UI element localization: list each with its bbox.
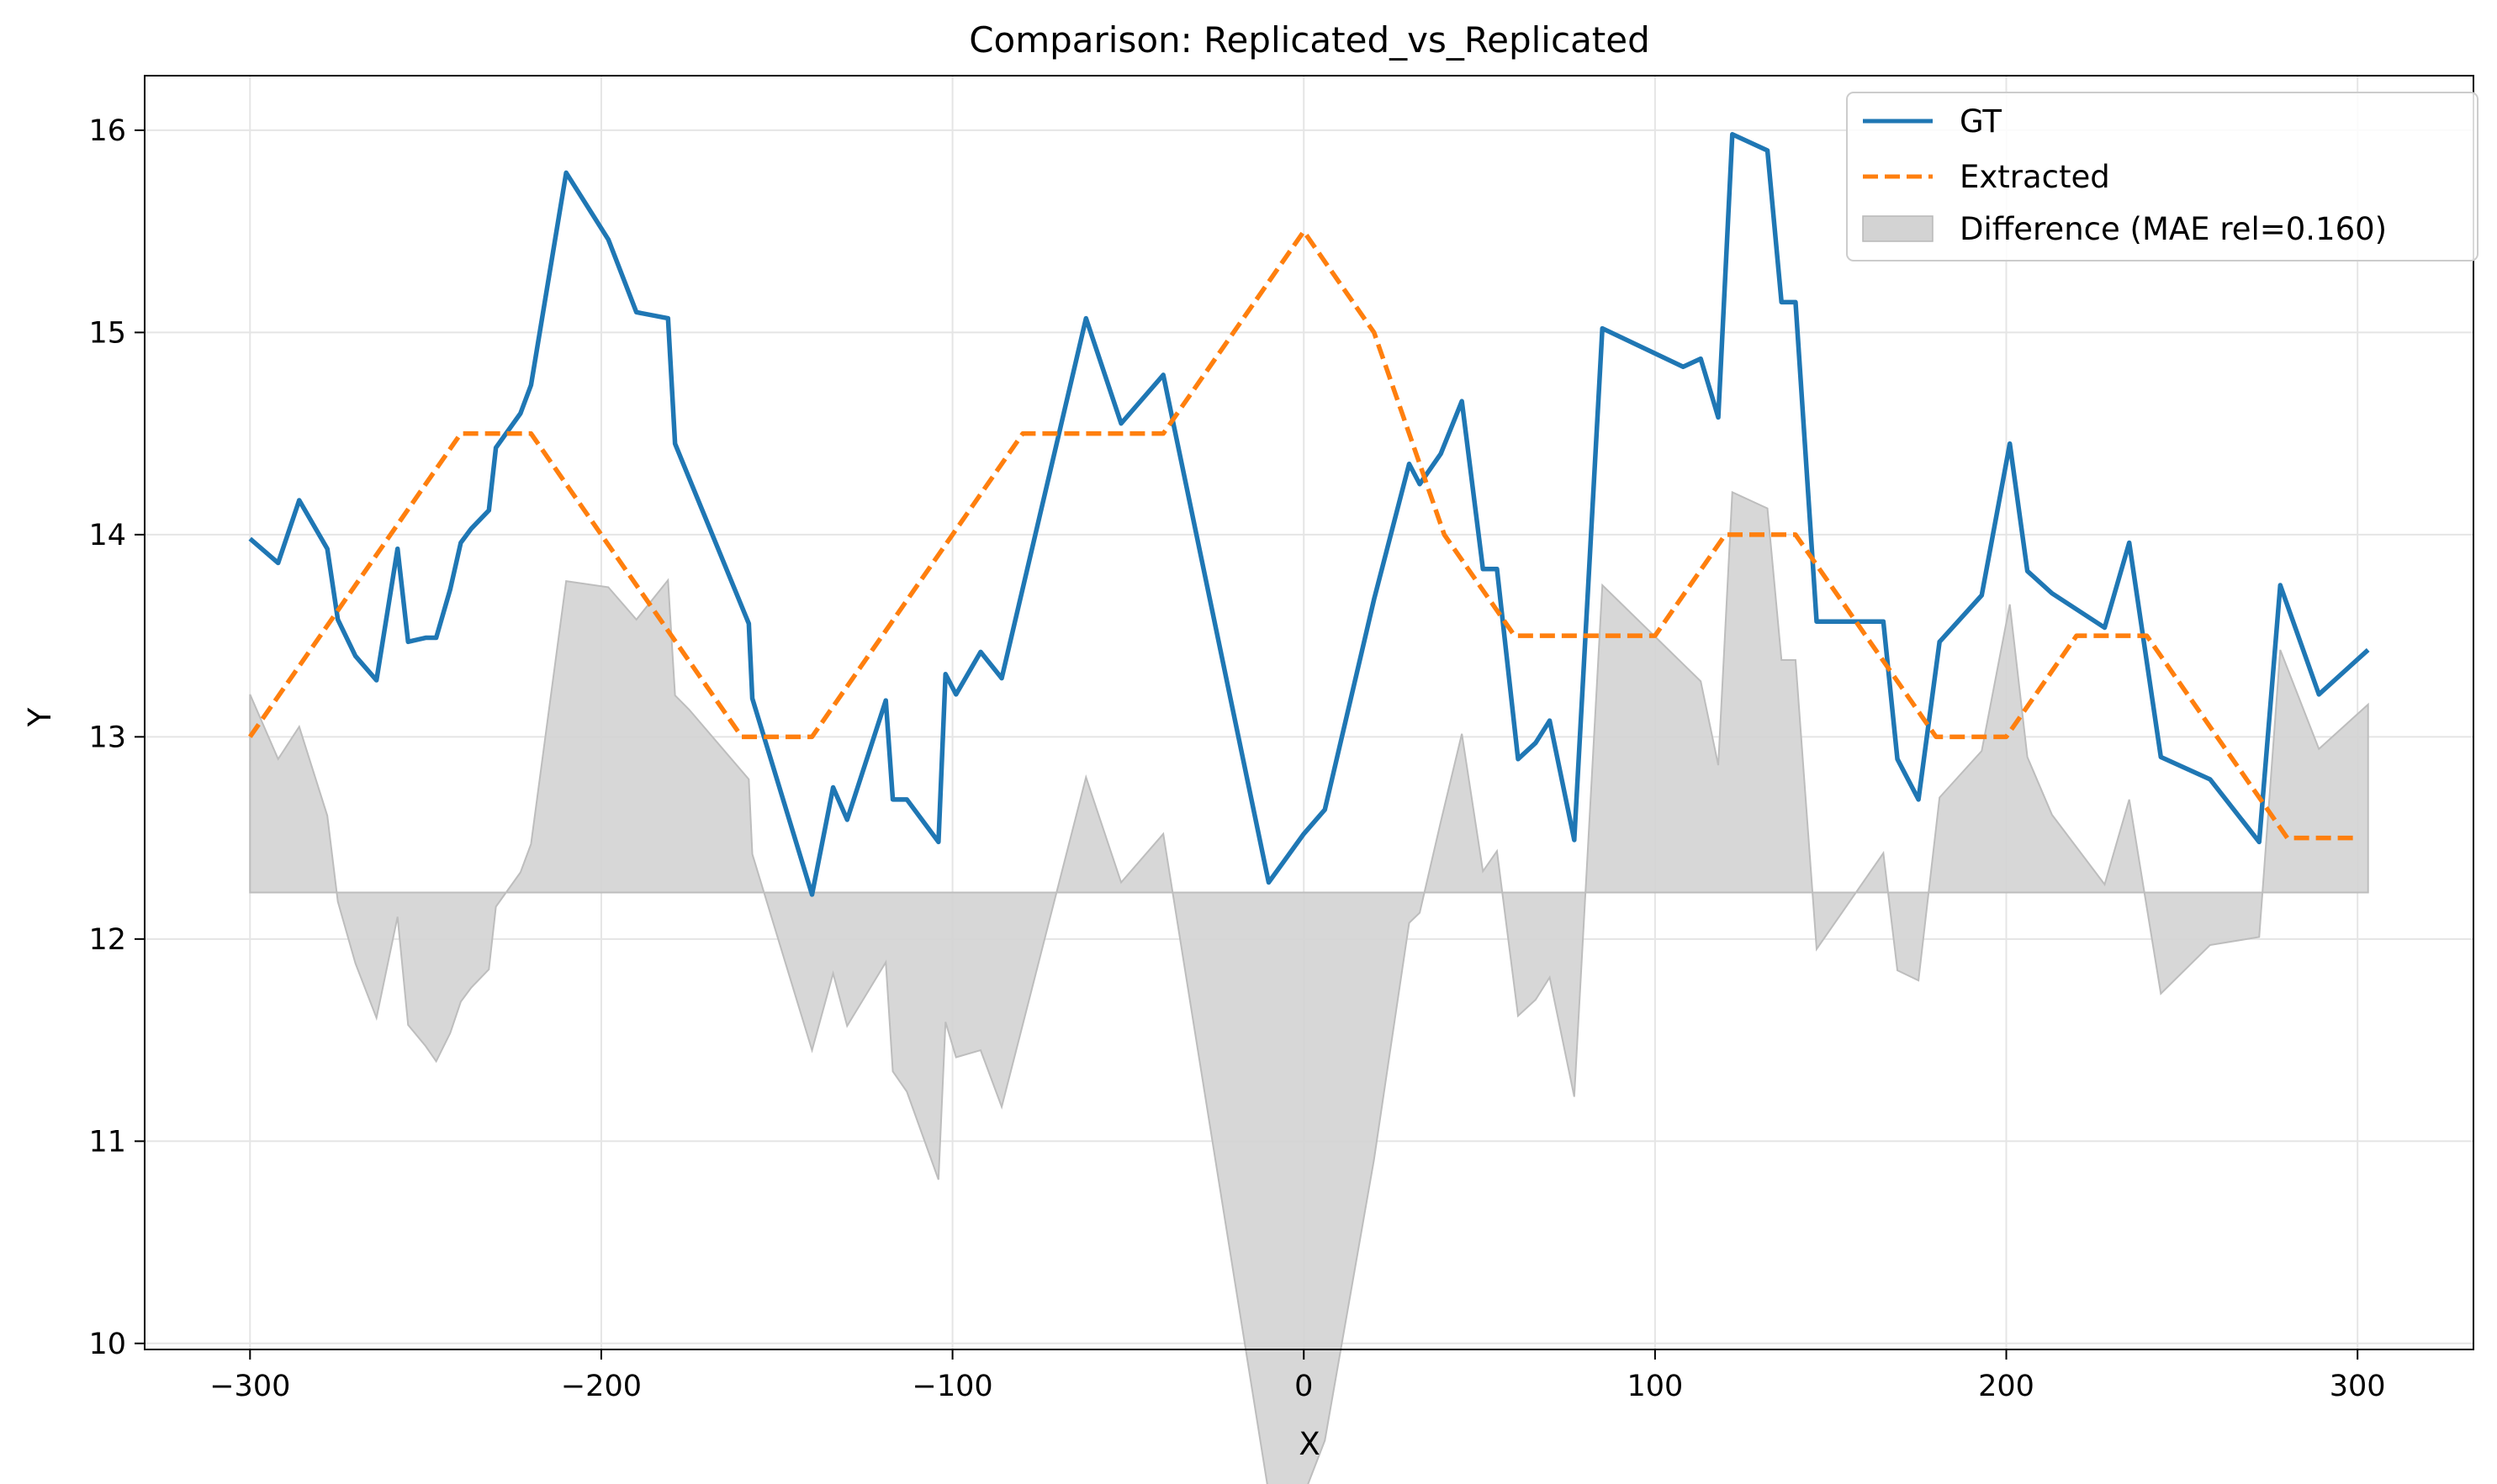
x-tick-label: −300: [209, 1370, 290, 1403]
series-line-extracted: [248, 229, 2358, 841]
y-tick-label: 15: [88, 316, 126, 350]
chart-title: Comparison: Replicated_vs_Replicated: [969, 19, 1650, 61]
x-tick-label: 300: [2330, 1370, 2386, 1403]
legend-label-gt: GT: [1960, 103, 2002, 140]
y-tick-label: 14: [88, 519, 126, 552]
x-tick-label: 100: [1627, 1370, 1683, 1403]
y-tick-label: 11: [88, 1125, 126, 1159]
x-axis-label: X: [1299, 1426, 1320, 1462]
axis-ticks: −300 −200 −100 0 100 200 300 10 11 12 13 14 15 16: [88, 114, 2385, 1403]
y-tick-label: 12: [88, 923, 126, 957]
x-tick-label: 200: [1978, 1370, 2034, 1403]
x-tick-label: −200: [561, 1370, 642, 1403]
y-tick-label: 13: [88, 721, 126, 754]
series-lines: [248, 131, 2370, 897]
difference-area: [249, 490, 2369, 1484]
legend-label-difference: Difference (MAE rel=0.160): [1960, 211, 2387, 247]
plot-frame: [144, 75, 2474, 1350]
y-tick-label: 16: [88, 114, 126, 148]
legend-box: [1846, 92, 2478, 261]
x-tick-label: 0: [1294, 1370, 1313, 1403]
legend-label-extracted: Extracted: [1960, 159, 2110, 195]
difference-fill: [249, 490, 2369, 1484]
x-tick-label: −100: [913, 1370, 993, 1403]
series-line-gt: [248, 131, 2370, 897]
y-tick-label: 10: [88, 1328, 126, 1361]
legend-swatch-difference: [1862, 215, 1934, 242]
legend: GT Extracted Difference (MAE rel=0.160): [1846, 92, 2478, 261]
y-axis-label: Y: [22, 707, 58, 727]
